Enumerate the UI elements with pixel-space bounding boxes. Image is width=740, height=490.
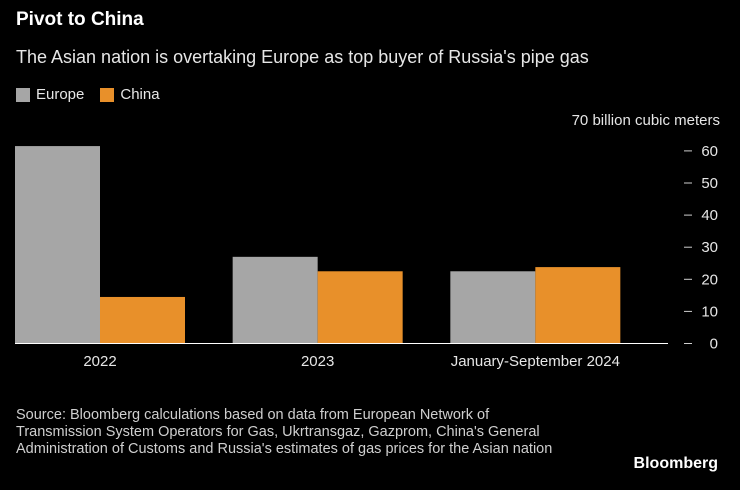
legend-label-china: China: [120, 86, 160, 103]
chart-subtitle: The Asian nation is overtaking Europe as…: [16, 47, 589, 67]
source-note: Source: Bloomberg calculations based on …: [16, 407, 553, 457]
legend-swatch-europe: [16, 87, 30, 102]
bar-europe-0: [15, 146, 100, 344]
y-axis-unit-label: 70 billion cubic meters: [571, 112, 720, 129]
legend: Europe China: [16, 86, 176, 103]
x-tick-label: 2022: [83, 353, 116, 370]
legend-item-china: China: [100, 86, 160, 103]
bar-europe-1: [232, 256, 318, 344]
bar-europe-2: [450, 271, 536, 344]
y-tick-label: 20: [701, 271, 718, 288]
bar-china-0: [100, 296, 185, 344]
bar-chart: 2022 2023 January-September 2024 0 10 20 30 40 5…: [15, 143, 718, 370]
x-tick-label: January-September 2024: [451, 353, 620, 370]
x-tick-label: 2023: [301, 353, 334, 370]
legend-label-europe: Europe: [36, 86, 85, 103]
y-tick-label: 0: [710, 336, 718, 353]
chart-title: Pivot to China: [16, 9, 144, 30]
y-tick-label: 30: [701, 239, 718, 256]
bar-china-1: [317, 271, 403, 344]
y-tick-label: 50: [701, 175, 718, 192]
legend-swatch-china: [100, 87, 115, 102]
bar-china-2: [535, 267, 621, 344]
y-tick-label: 10: [701, 303, 718, 320]
bloomberg-logo: Bloomberg: [633, 455, 718, 472]
y-tick-label: 40: [701, 207, 718, 224]
legend-item-europe: Europe: [16, 86, 84, 103]
y-tick-label: 60: [701, 143, 718, 160]
